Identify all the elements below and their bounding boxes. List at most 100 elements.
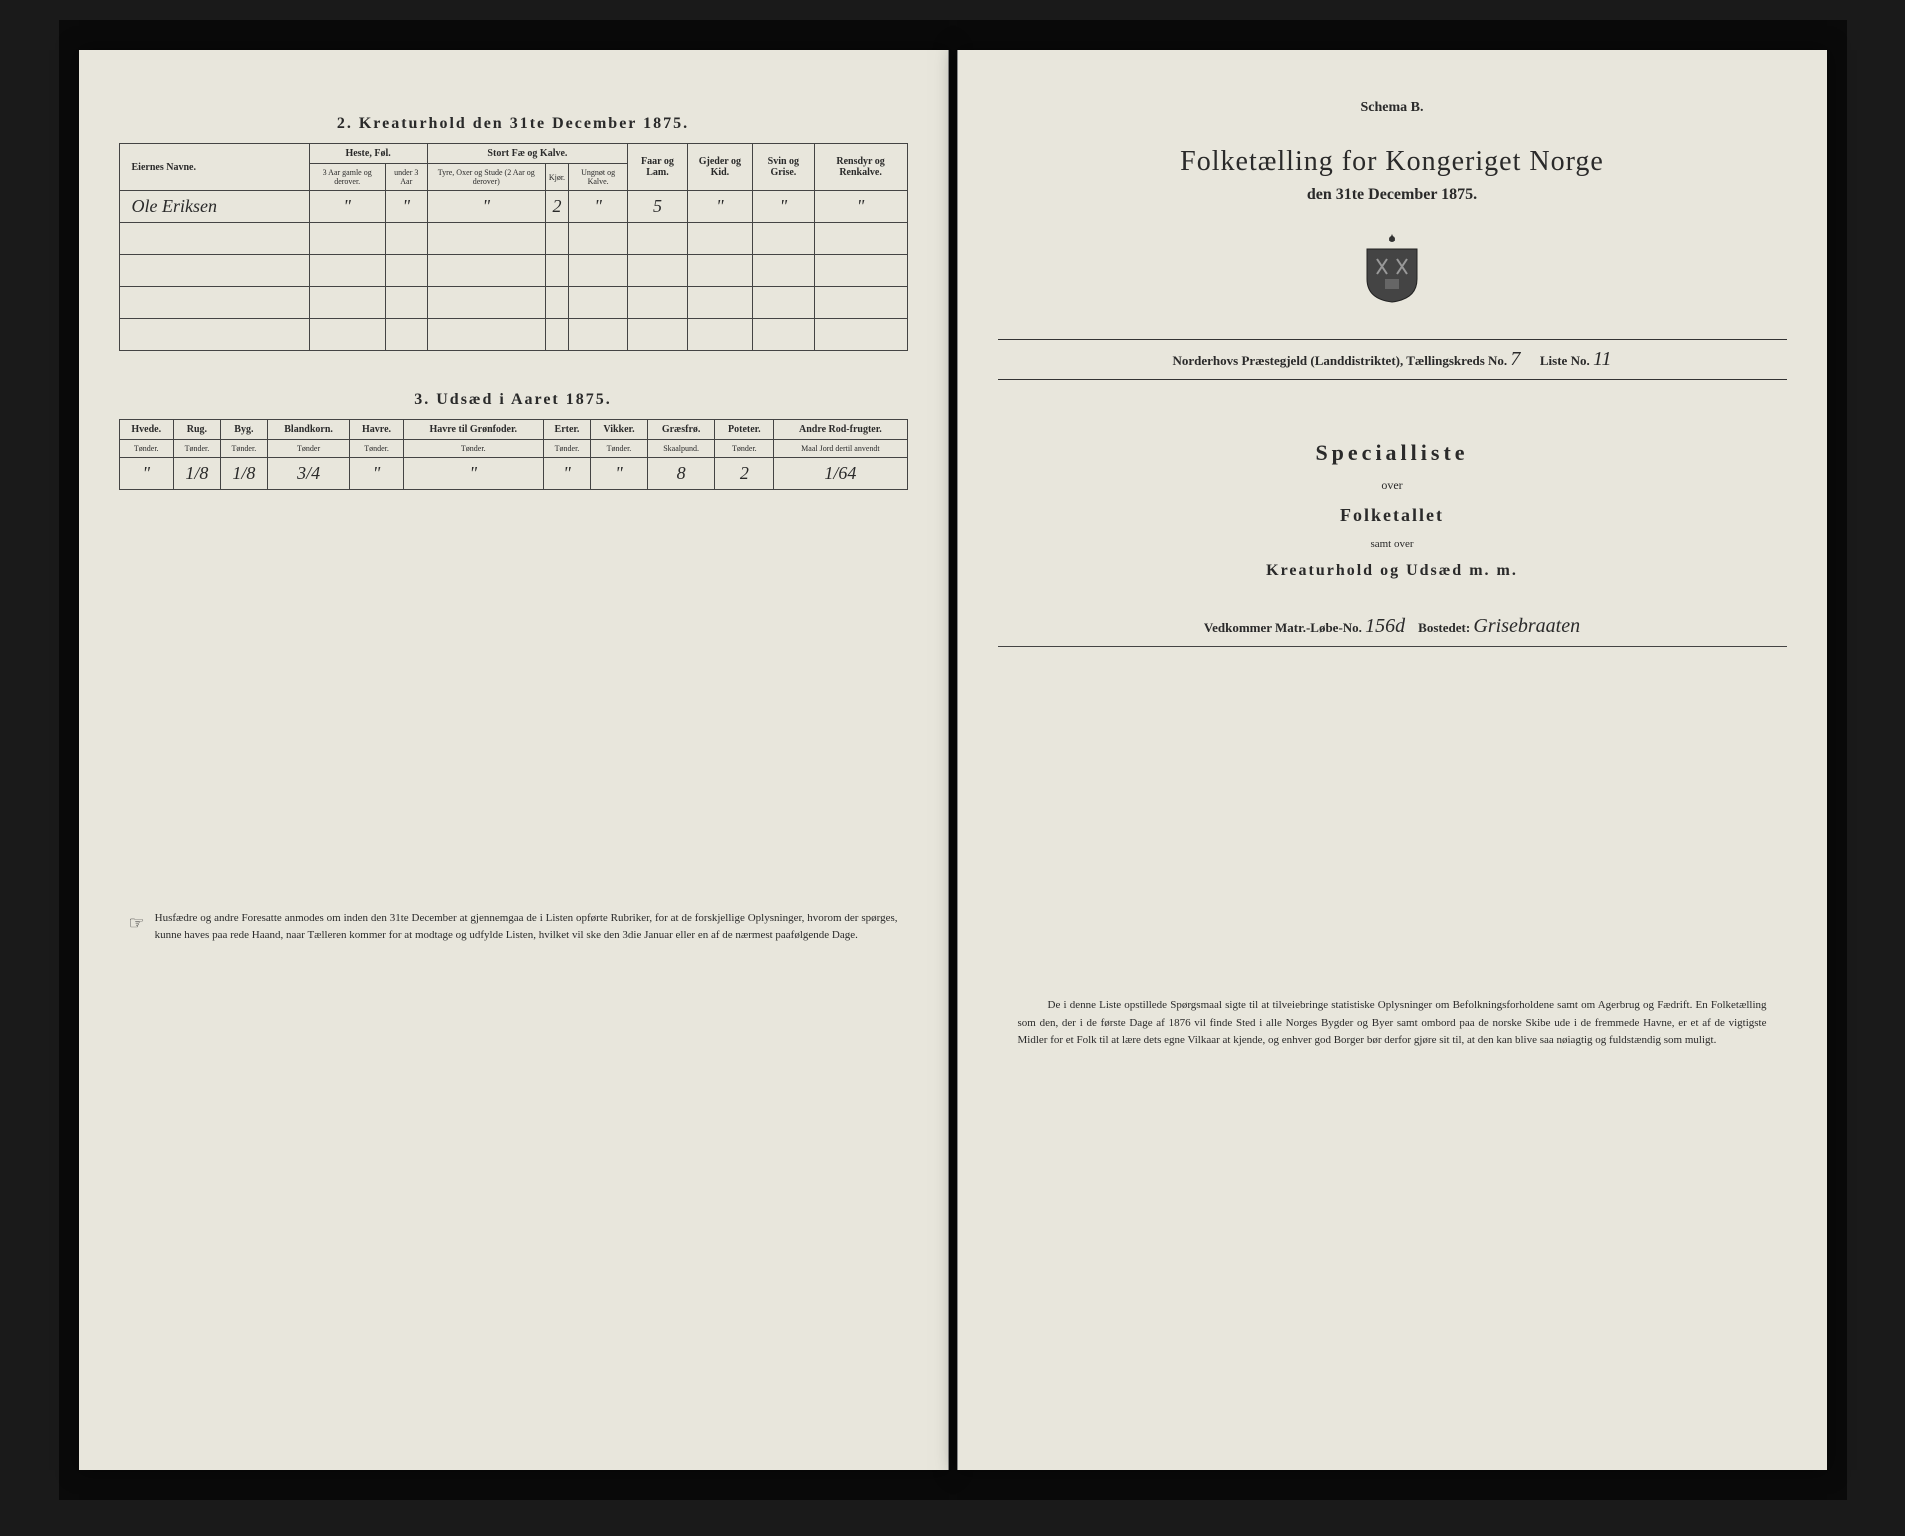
col-header: Erter. <box>543 420 590 440</box>
seed-datarow: "1/81/83/4""""821/64 <box>119 458 907 490</box>
liste-no: 11 <box>1593 348 1612 370</box>
table-cell: 5 <box>628 191 688 223</box>
table-cell: " <box>543 458 590 490</box>
col-subheader: Tønder. <box>220 440 267 458</box>
table-cell <box>119 223 309 255</box>
col-header: Vikker. <box>591 420 648 440</box>
table-cell <box>569 223 628 255</box>
col-header: Poteter. <box>715 420 774 440</box>
table-cell <box>687 287 752 319</box>
left-footnote: ☞ Husfædre og andre Foresatte anmodes om… <box>119 910 908 943</box>
table-row <box>119 287 907 319</box>
table-cell <box>545 223 568 255</box>
col-subheader: Tønder. <box>543 440 590 458</box>
footnote-text: Husfædre og andre Foresatte anmodes om i… <box>155 910 898 943</box>
table-cell <box>753 287 815 319</box>
right-footnote: De i denne Liste opstillede Spørgsmaal s… <box>998 997 1787 1050</box>
matr-no: 156d <box>1365 615 1405 637</box>
table-cell <box>427 255 545 287</box>
district-prefix: Norderhovs Præstegjeld (Landdistriktet),… <box>1173 353 1508 368</box>
table-cell <box>687 319 752 351</box>
col-stort3: Ungnøt og Kalve. <box>569 164 628 191</box>
table-cell <box>309 255 385 287</box>
table-cell <box>628 319 688 351</box>
district-no: 7 <box>1510 348 1520 370</box>
table-cell <box>569 255 628 287</box>
livestock-tbody: Ole Eriksen"""2"5""" <box>119 191 907 351</box>
section3-title: 3. Udsæd i Aaret 1875. <box>119 391 908 409</box>
specialliste: Specialliste <box>998 440 1787 466</box>
col-header: Hvede. <box>119 420 173 440</box>
table-cell <box>687 223 752 255</box>
table-cell <box>119 255 309 287</box>
table-cell <box>814 287 907 319</box>
seed-subheadrow: Tønder.Tønder.Tønder.TønderTønder.Tønder… <box>119 440 907 458</box>
table-cell <box>427 319 545 351</box>
folketallet: Folketallet <box>998 505 1787 526</box>
col-subheader: Tønder. <box>403 440 543 458</box>
table-cell <box>814 319 907 351</box>
table-cell: 1/64 <box>774 458 907 490</box>
table-cell: " <box>753 191 815 223</box>
table-cell <box>309 223 385 255</box>
table-cell: 2 <box>715 458 774 490</box>
table-cell <box>309 287 385 319</box>
table-row <box>119 255 907 287</box>
liste-label: Liste No. <box>1540 353 1590 368</box>
table-cell <box>385 255 427 287</box>
col-header: Rug. <box>173 420 220 440</box>
col-subheader: Tønder. <box>591 440 648 458</box>
seed-table: Hvede.Rug.Byg.Blandkorn.Havre.Havre til … <box>119 419 908 490</box>
col-header: Havre. <box>350 420 403 440</box>
table-cell <box>753 319 815 351</box>
right-page: Schema B. Folketælling for Kongeriget No… <box>957 50 1827 1470</box>
bostedet: Grisebraaten <box>1473 615 1580 637</box>
subtitle: den 31te December 1875. <box>998 186 1787 204</box>
col-header: Græsfrø. <box>647 420 715 440</box>
table-cell <box>119 287 309 319</box>
table-cell <box>569 287 628 319</box>
table-cell <box>687 255 752 287</box>
over: over <box>998 478 1787 493</box>
col-header: Byg. <box>220 420 267 440</box>
samt: samt over <box>998 538 1787 550</box>
table-cell <box>628 255 688 287</box>
col-gjeder: Gjeder og Kid. <box>687 144 752 191</box>
table-cell <box>119 319 309 351</box>
table-row <box>119 319 907 351</box>
table-cell: " <box>591 458 648 490</box>
col-faar: Faar og Lam. <box>628 144 688 191</box>
col-subheader: Tønder. <box>119 440 173 458</box>
schema-label: Schema B. <box>998 100 1787 116</box>
bostedet-label: Bostedet: <box>1418 620 1470 635</box>
table-cell <box>753 223 815 255</box>
table-cell <box>569 319 628 351</box>
table-cell: " <box>350 458 403 490</box>
col-svin: Svin og Grise. <box>753 144 815 191</box>
table-cell: Ole Eriksen <box>119 191 309 223</box>
table-cell <box>309 319 385 351</box>
col-subheader: Skaalpund. <box>647 440 715 458</box>
col-rensdyr: Rensdyr og Renkalve. <box>814 144 907 191</box>
vedkommer-line: Vedkommer Matr.-Løbe-No. 156d Bostedet: … <box>998 615 1787 647</box>
table-cell <box>545 319 568 351</box>
col-heste1: 3 Aar gamle og derover. <box>309 164 385 191</box>
col-name: Eiernes Navne. <box>119 144 309 191</box>
col-header: Blandkorn. <box>267 420 350 440</box>
table-cell <box>814 255 907 287</box>
col-heste2: under 3 Aar <box>385 164 427 191</box>
col-subheader: Tønder. <box>173 440 220 458</box>
table-cell <box>545 255 568 287</box>
col-header: Havre til Grønfoder. <box>403 420 543 440</box>
table-cell: 2 <box>545 191 568 223</box>
table-cell <box>427 223 545 255</box>
table-cell <box>385 319 427 351</box>
table-cell <box>385 287 427 319</box>
col-heste: Heste, Føl. <box>309 144 427 164</box>
table-cell: " <box>309 191 385 223</box>
col-header: Andre Rod-frugter. <box>774 420 907 440</box>
seed-headrow: Hvede.Rug.Byg.Blandkorn.Havre.Havre til … <box>119 420 907 440</box>
table-row: Ole Eriksen"""2"5""" <box>119 191 907 223</box>
table-cell <box>628 287 688 319</box>
table-cell: " <box>385 191 427 223</box>
